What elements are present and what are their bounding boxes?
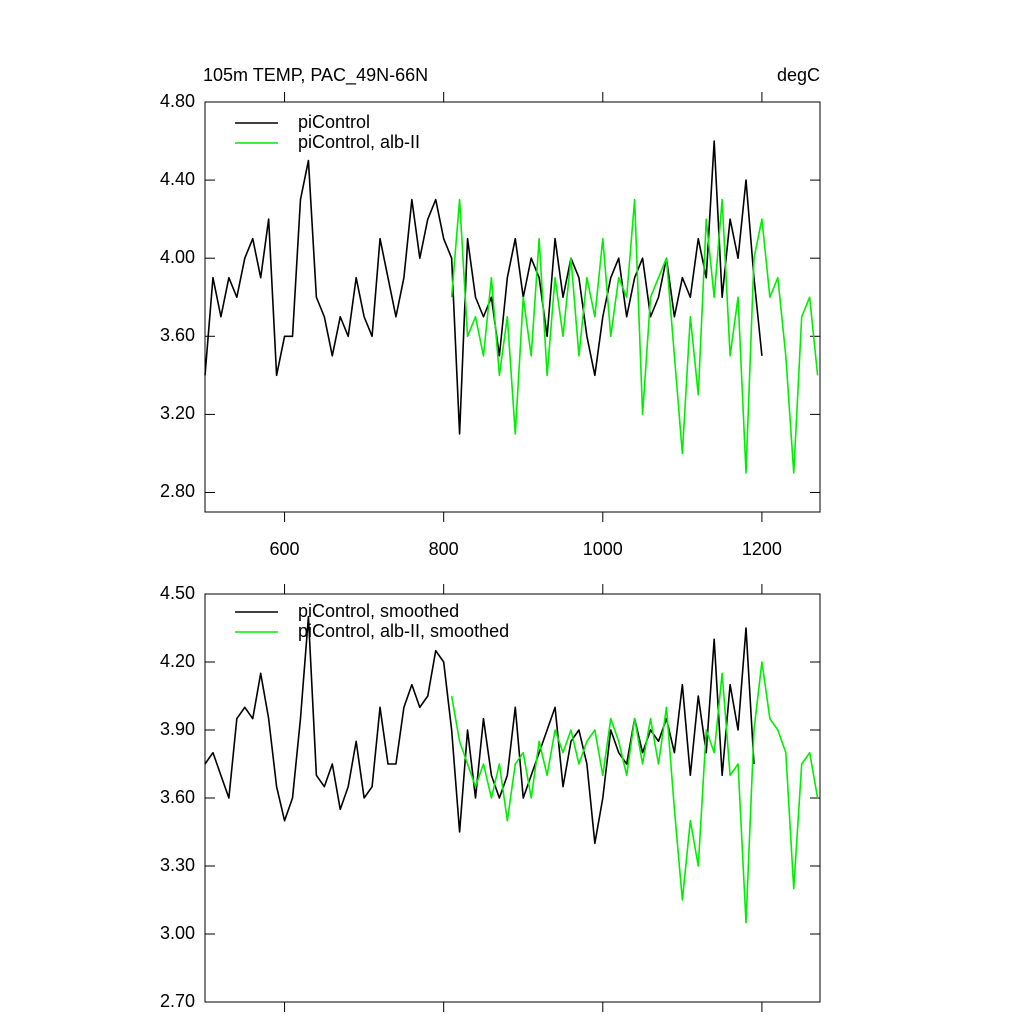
y-tick-label: 3.30 bbox=[160, 855, 195, 875]
data-line bbox=[204, 615, 755, 845]
x-tick-label: 600 bbox=[270, 539, 300, 559]
units-label: degC bbox=[777, 65, 820, 85]
y-tick-label: 4.40 bbox=[160, 169, 195, 189]
y-tick-label: 3.60 bbox=[160, 787, 195, 807]
data-line bbox=[450, 661, 819, 924]
y-tick-label: 2.70 bbox=[160, 991, 195, 1011]
plot-frame bbox=[204, 593, 821, 1003]
y-tick-label: 4.00 bbox=[160, 247, 195, 267]
legend-label: piControl, alb-II bbox=[298, 132, 420, 152]
y-tick-label: 4.50 bbox=[160, 583, 195, 603]
x-tick-label: 800 bbox=[429, 539, 459, 559]
y-tick-label: 3.60 bbox=[160, 325, 195, 345]
data-line bbox=[204, 140, 763, 435]
legend-label: piControl, smoothed bbox=[298, 601, 459, 621]
legend-label: piControl, alb-II, smoothed bbox=[298, 621, 509, 641]
data-line bbox=[450, 198, 819, 474]
y-tick-label: 4.80 bbox=[160, 91, 195, 111]
x-tick-label: 1200 bbox=[742, 539, 782, 559]
plot-frame bbox=[204, 101, 821, 513]
chart-title: 105m TEMP, PAC_49N-66N bbox=[203, 65, 428, 86]
y-tick-label: 3.20 bbox=[160, 403, 195, 423]
y-tick-label: 3.00 bbox=[160, 923, 195, 943]
y-tick-label: 3.90 bbox=[160, 719, 195, 739]
y-tick-label: 4.20 bbox=[160, 651, 195, 671]
x-tick-label: 1000 bbox=[583, 539, 623, 559]
y-tick-label: 2.80 bbox=[160, 481, 195, 501]
legend-label: piControl bbox=[298, 112, 370, 132]
